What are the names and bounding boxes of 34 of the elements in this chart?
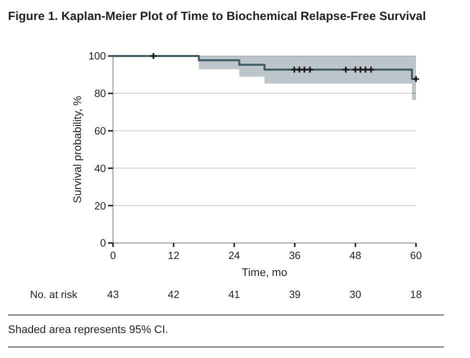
point: [306, 66, 314, 74]
x-tick-label: 0: [110, 250, 116, 262]
y-tick-label: 20: [94, 200, 106, 212]
text: 18: [410, 289, 422, 301]
y-tick-label: 60: [94, 125, 106, 138]
x-axis-title: Time, mo: [242, 267, 288, 279]
point: [367, 66, 375, 74]
x-tick-label: 48: [350, 250, 362, 262]
text: 41: [228, 289, 240, 301]
point: [342, 66, 350, 74]
x-tick-label: 36: [288, 250, 301, 262]
point: [412, 75, 420, 83]
y-tick-label: 40: [94, 162, 106, 175]
text: Shaded area represents 95% CI.: [8, 324, 168, 336]
text: 30: [350, 289, 362, 301]
y-tick-label: 80: [94, 88, 106, 100]
point: [296, 66, 304, 74]
x-tick-label: 60: [410, 250, 422, 262]
y-axis-title: Survival probability, %: [72, 96, 84, 204]
point: [300, 66, 308, 74]
point: [352, 66, 360, 74]
x-tick-label: 12: [168, 250, 180, 262]
point: [362, 66, 370, 74]
point: [356, 66, 364, 74]
chart-title: Figure 1. Kaplan-Meier Plot of Time to Biochemical Relapse-Free Survival: [8, 9, 426, 23]
x-tick-label: 24: [228, 250, 240, 262]
point: [290, 66, 298, 74]
y-tick-label: 100: [88, 50, 106, 63]
point: [150, 52, 158, 60]
text: 39: [288, 289, 301, 301]
text: 43: [107, 289, 119, 301]
text: No. at risk: [30, 289, 78, 301]
text: 42: [168, 289, 180, 301]
y-tick-label: 0: [100, 238, 106, 250]
